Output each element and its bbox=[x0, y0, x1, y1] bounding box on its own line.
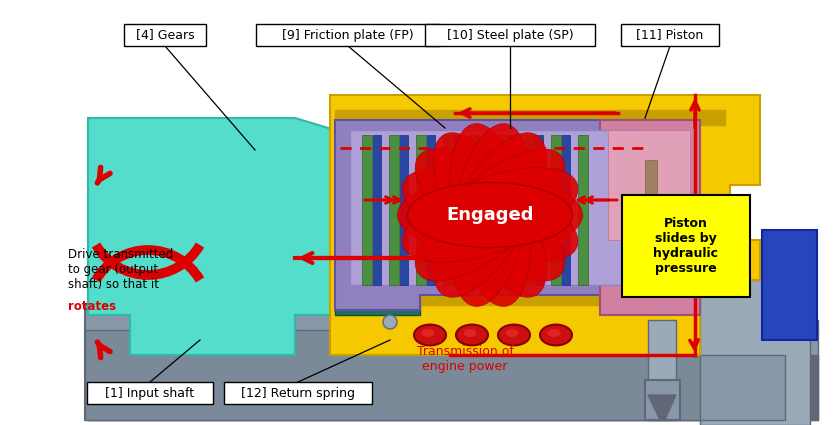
Text: [1] Input shaft: [1] Input shaft bbox=[106, 386, 194, 399]
Bar bbox=[622, 195, 750, 297]
Bar bbox=[88, 355, 818, 420]
Polygon shape bbox=[335, 258, 420, 315]
Bar bbox=[400, 135, 408, 285]
Ellipse shape bbox=[498, 325, 530, 346]
Bar bbox=[426, 24, 595, 46]
Text: Drive transmitted
to gear (output
shaft) so that it: Drive transmitted to gear (output shaft)… bbox=[68, 248, 173, 291]
Bar bbox=[362, 135, 372, 285]
Bar bbox=[497, 135, 507, 285]
Bar bbox=[622, 24, 719, 46]
Bar bbox=[645, 380, 680, 420]
Polygon shape bbox=[335, 120, 655, 310]
Bar bbox=[762, 230, 817, 340]
Bar bbox=[373, 135, 381, 285]
Bar bbox=[88, 300, 668, 330]
Ellipse shape bbox=[397, 178, 582, 252]
Text: [11] Piston: [11] Piston bbox=[636, 28, 704, 42]
Bar bbox=[85, 330, 725, 420]
Ellipse shape bbox=[402, 167, 578, 262]
Polygon shape bbox=[648, 395, 676, 420]
Bar bbox=[88, 320, 818, 420]
Bar bbox=[389, 135, 399, 285]
Bar bbox=[700, 280, 810, 425]
Bar bbox=[508, 135, 516, 285]
Text: [12] Return spring: [12] Return spring bbox=[241, 386, 355, 399]
Bar bbox=[608, 130, 690, 240]
Bar bbox=[454, 135, 462, 285]
Text: Engaged: Engaged bbox=[447, 206, 534, 224]
Bar bbox=[648, 320, 676, 420]
Polygon shape bbox=[88, 118, 355, 355]
Bar bbox=[335, 290, 655, 305]
Ellipse shape bbox=[415, 149, 565, 281]
Text: Piston
slides by
hydraulic
pressure: Piston slides by hydraulic pressure bbox=[654, 217, 718, 275]
Ellipse shape bbox=[415, 149, 565, 281]
Text: Transmission of
engine power: Transmission of engine power bbox=[416, 345, 514, 373]
Bar bbox=[524, 135, 534, 285]
Ellipse shape bbox=[456, 325, 488, 346]
Bar bbox=[645, 160, 657, 240]
Bar bbox=[335, 110, 725, 125]
Ellipse shape bbox=[463, 329, 476, 337]
Ellipse shape bbox=[407, 182, 572, 247]
Bar bbox=[85, 305, 725, 420]
Bar bbox=[427, 135, 435, 285]
Bar bbox=[535, 135, 543, 285]
Bar bbox=[578, 135, 588, 285]
Text: [4] Gears: [4] Gears bbox=[136, 28, 194, 42]
Bar bbox=[87, 382, 213, 404]
Ellipse shape bbox=[433, 133, 546, 297]
Ellipse shape bbox=[422, 329, 434, 337]
Bar bbox=[481, 135, 489, 285]
Ellipse shape bbox=[414, 325, 446, 346]
Text: [10] Steel plate (SP): [10] Steel plate (SP) bbox=[447, 28, 573, 42]
Ellipse shape bbox=[505, 329, 519, 337]
Ellipse shape bbox=[547, 329, 561, 337]
Ellipse shape bbox=[383, 315, 397, 329]
Bar bbox=[350, 130, 640, 285]
Bar bbox=[123, 24, 206, 46]
Text: [9] Friction plate (FP): [9] Friction plate (FP) bbox=[282, 28, 414, 42]
Bar bbox=[256, 24, 440, 46]
Ellipse shape bbox=[433, 133, 546, 297]
Bar bbox=[470, 135, 480, 285]
Bar bbox=[600, 120, 700, 315]
Ellipse shape bbox=[450, 124, 530, 306]
Polygon shape bbox=[330, 95, 760, 355]
Bar bbox=[562, 135, 570, 285]
Bar bbox=[551, 135, 561, 285]
Ellipse shape bbox=[402, 167, 578, 262]
Bar bbox=[225, 382, 372, 404]
Text: rotates: rotates bbox=[68, 300, 116, 313]
Bar bbox=[700, 355, 785, 420]
Bar bbox=[443, 135, 453, 285]
Bar bbox=[416, 135, 426, 285]
Ellipse shape bbox=[450, 124, 530, 306]
Ellipse shape bbox=[540, 325, 572, 346]
